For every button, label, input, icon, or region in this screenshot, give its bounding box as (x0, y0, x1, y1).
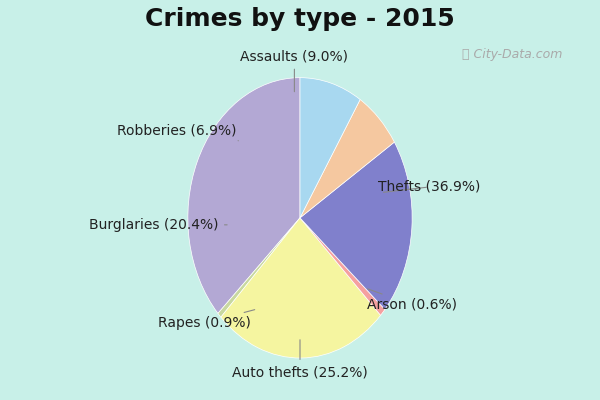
Text: Rapes (0.9%): Rapes (0.9%) (158, 310, 255, 330)
Wedge shape (300, 218, 385, 315)
Wedge shape (218, 218, 300, 317)
Text: ⓘ City-Data.com: ⓘ City-Data.com (462, 48, 562, 61)
Text: Assaults (9.0%): Assaults (9.0%) (241, 50, 349, 92)
Text: Arson (0.6%): Arson (0.6%) (367, 289, 457, 312)
Wedge shape (221, 218, 380, 358)
Text: Burglaries (20.4%): Burglaries (20.4%) (89, 218, 227, 232)
Text: Auto thefts (25.2%): Auto thefts (25.2%) (232, 340, 368, 379)
Wedge shape (300, 142, 412, 310)
Wedge shape (188, 78, 300, 313)
Title: Crimes by type - 2015: Crimes by type - 2015 (145, 7, 455, 31)
Wedge shape (300, 78, 360, 218)
Text: Thefts (36.9%): Thefts (36.9%) (378, 180, 480, 194)
Wedge shape (300, 100, 394, 218)
Text: Robberies (6.9%): Robberies (6.9%) (117, 124, 238, 141)
